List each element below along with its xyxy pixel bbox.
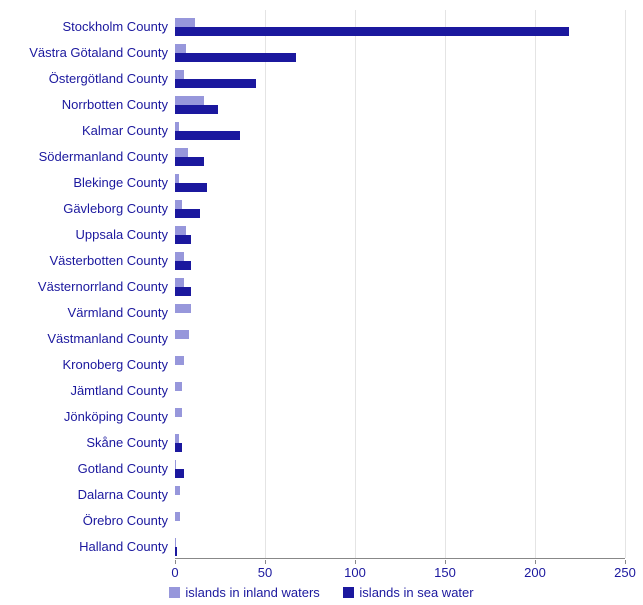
x-tick	[175, 560, 176, 564]
legend-label-sea: islands in sea water	[359, 585, 473, 600]
bar-sea	[175, 547, 177, 556]
bar-inland	[175, 44, 186, 53]
y-axis-label: Skåne County	[0, 436, 168, 450]
gridline	[625, 10, 626, 558]
legend: islands in inland waters islands in sea …	[0, 585, 643, 600]
y-axis-label: Gotland County	[0, 462, 168, 476]
y-axis-label: Kronoberg County	[0, 358, 168, 372]
plot-area	[175, 10, 625, 559]
bar-inland	[175, 486, 180, 495]
y-axis-label: Kalmar County	[0, 124, 168, 138]
bar-inland	[175, 382, 182, 391]
bar-sea	[175, 209, 200, 218]
y-axis-label: Västmanland County	[0, 332, 168, 346]
y-axis-label: Västra Götaland County	[0, 46, 168, 60]
x-axis-label: 200	[515, 565, 555, 580]
bar-inland	[175, 460, 176, 469]
x-tick	[535, 560, 536, 564]
x-tick	[445, 560, 446, 564]
x-tick	[265, 560, 266, 564]
bar-sea	[175, 27, 569, 36]
y-axis-label: Jämtland County	[0, 384, 168, 398]
x-axis-label: 250	[605, 565, 643, 580]
y-axis-label: Norrbotten County	[0, 98, 168, 112]
bar-inland	[175, 18, 195, 27]
y-axis-label: Uppsala County	[0, 228, 168, 242]
bar-inland	[175, 512, 180, 521]
bar-inland	[175, 252, 184, 261]
x-axis-label: 50	[245, 565, 285, 580]
x-axis-label: 150	[425, 565, 465, 580]
gridline	[445, 10, 446, 558]
bar-sea	[175, 469, 184, 478]
bar-inland	[175, 226, 186, 235]
bar-sea	[175, 79, 256, 88]
bar-sea	[175, 131, 240, 140]
bar-inland	[175, 434, 179, 443]
y-axis-label: Södermanland County	[0, 150, 168, 164]
y-axis-label: Halland County	[0, 540, 168, 554]
bar-sea	[175, 157, 204, 166]
x-tick	[625, 560, 626, 564]
legend-item-sea: islands in sea water	[343, 585, 473, 600]
y-axis-label: Dalarna County	[0, 488, 168, 502]
bar-inland	[175, 200, 182, 209]
bar-inland	[175, 148, 188, 157]
gridline	[265, 10, 266, 558]
gridline	[535, 10, 536, 558]
x-axis-label: 100	[335, 565, 375, 580]
legend-swatch-sea	[343, 587, 354, 598]
bar-inland	[175, 304, 191, 313]
bar-sea	[175, 443, 182, 452]
bar-inland	[175, 70, 184, 79]
bar-inland	[175, 538, 176, 547]
x-tick	[355, 560, 356, 564]
y-axis-label: Västerbotten County	[0, 254, 168, 268]
bar-inland	[175, 96, 204, 105]
bar-inland	[175, 330, 189, 339]
y-axis-label: Blekinge County	[0, 176, 168, 190]
y-axis-label: Västernorrland County	[0, 280, 168, 294]
bar-sea	[175, 105, 218, 114]
y-axis-label: Stockholm County	[0, 20, 168, 34]
bar-sea	[175, 183, 207, 192]
bar-sea	[175, 53, 296, 62]
y-axis-label: Värmland County	[0, 306, 168, 320]
legend-swatch-inland	[169, 587, 180, 598]
bar-sea	[175, 287, 191, 296]
bar-inland	[175, 408, 182, 417]
y-axis-label: Jönköping County	[0, 410, 168, 424]
y-axis-label: Östergötland County	[0, 72, 168, 86]
legend-item-inland: islands in inland waters	[169, 585, 319, 600]
gridline	[355, 10, 356, 558]
bar-inland	[175, 356, 184, 365]
bar-inland	[175, 174, 179, 183]
legend-label-inland: islands in inland waters	[185, 585, 319, 600]
bar-inland	[175, 122, 179, 131]
y-axis-label: Gävleborg County	[0, 202, 168, 216]
bar-sea	[175, 235, 191, 244]
x-axis-label: 0	[155, 565, 195, 580]
y-axis-label: Örebro County	[0, 514, 168, 528]
bar-inland	[175, 278, 184, 287]
bar-sea	[175, 261, 191, 270]
islands-chart: 0 50 100 150 200 250 Stockholm County Västra G…	[0, 0, 643, 605]
